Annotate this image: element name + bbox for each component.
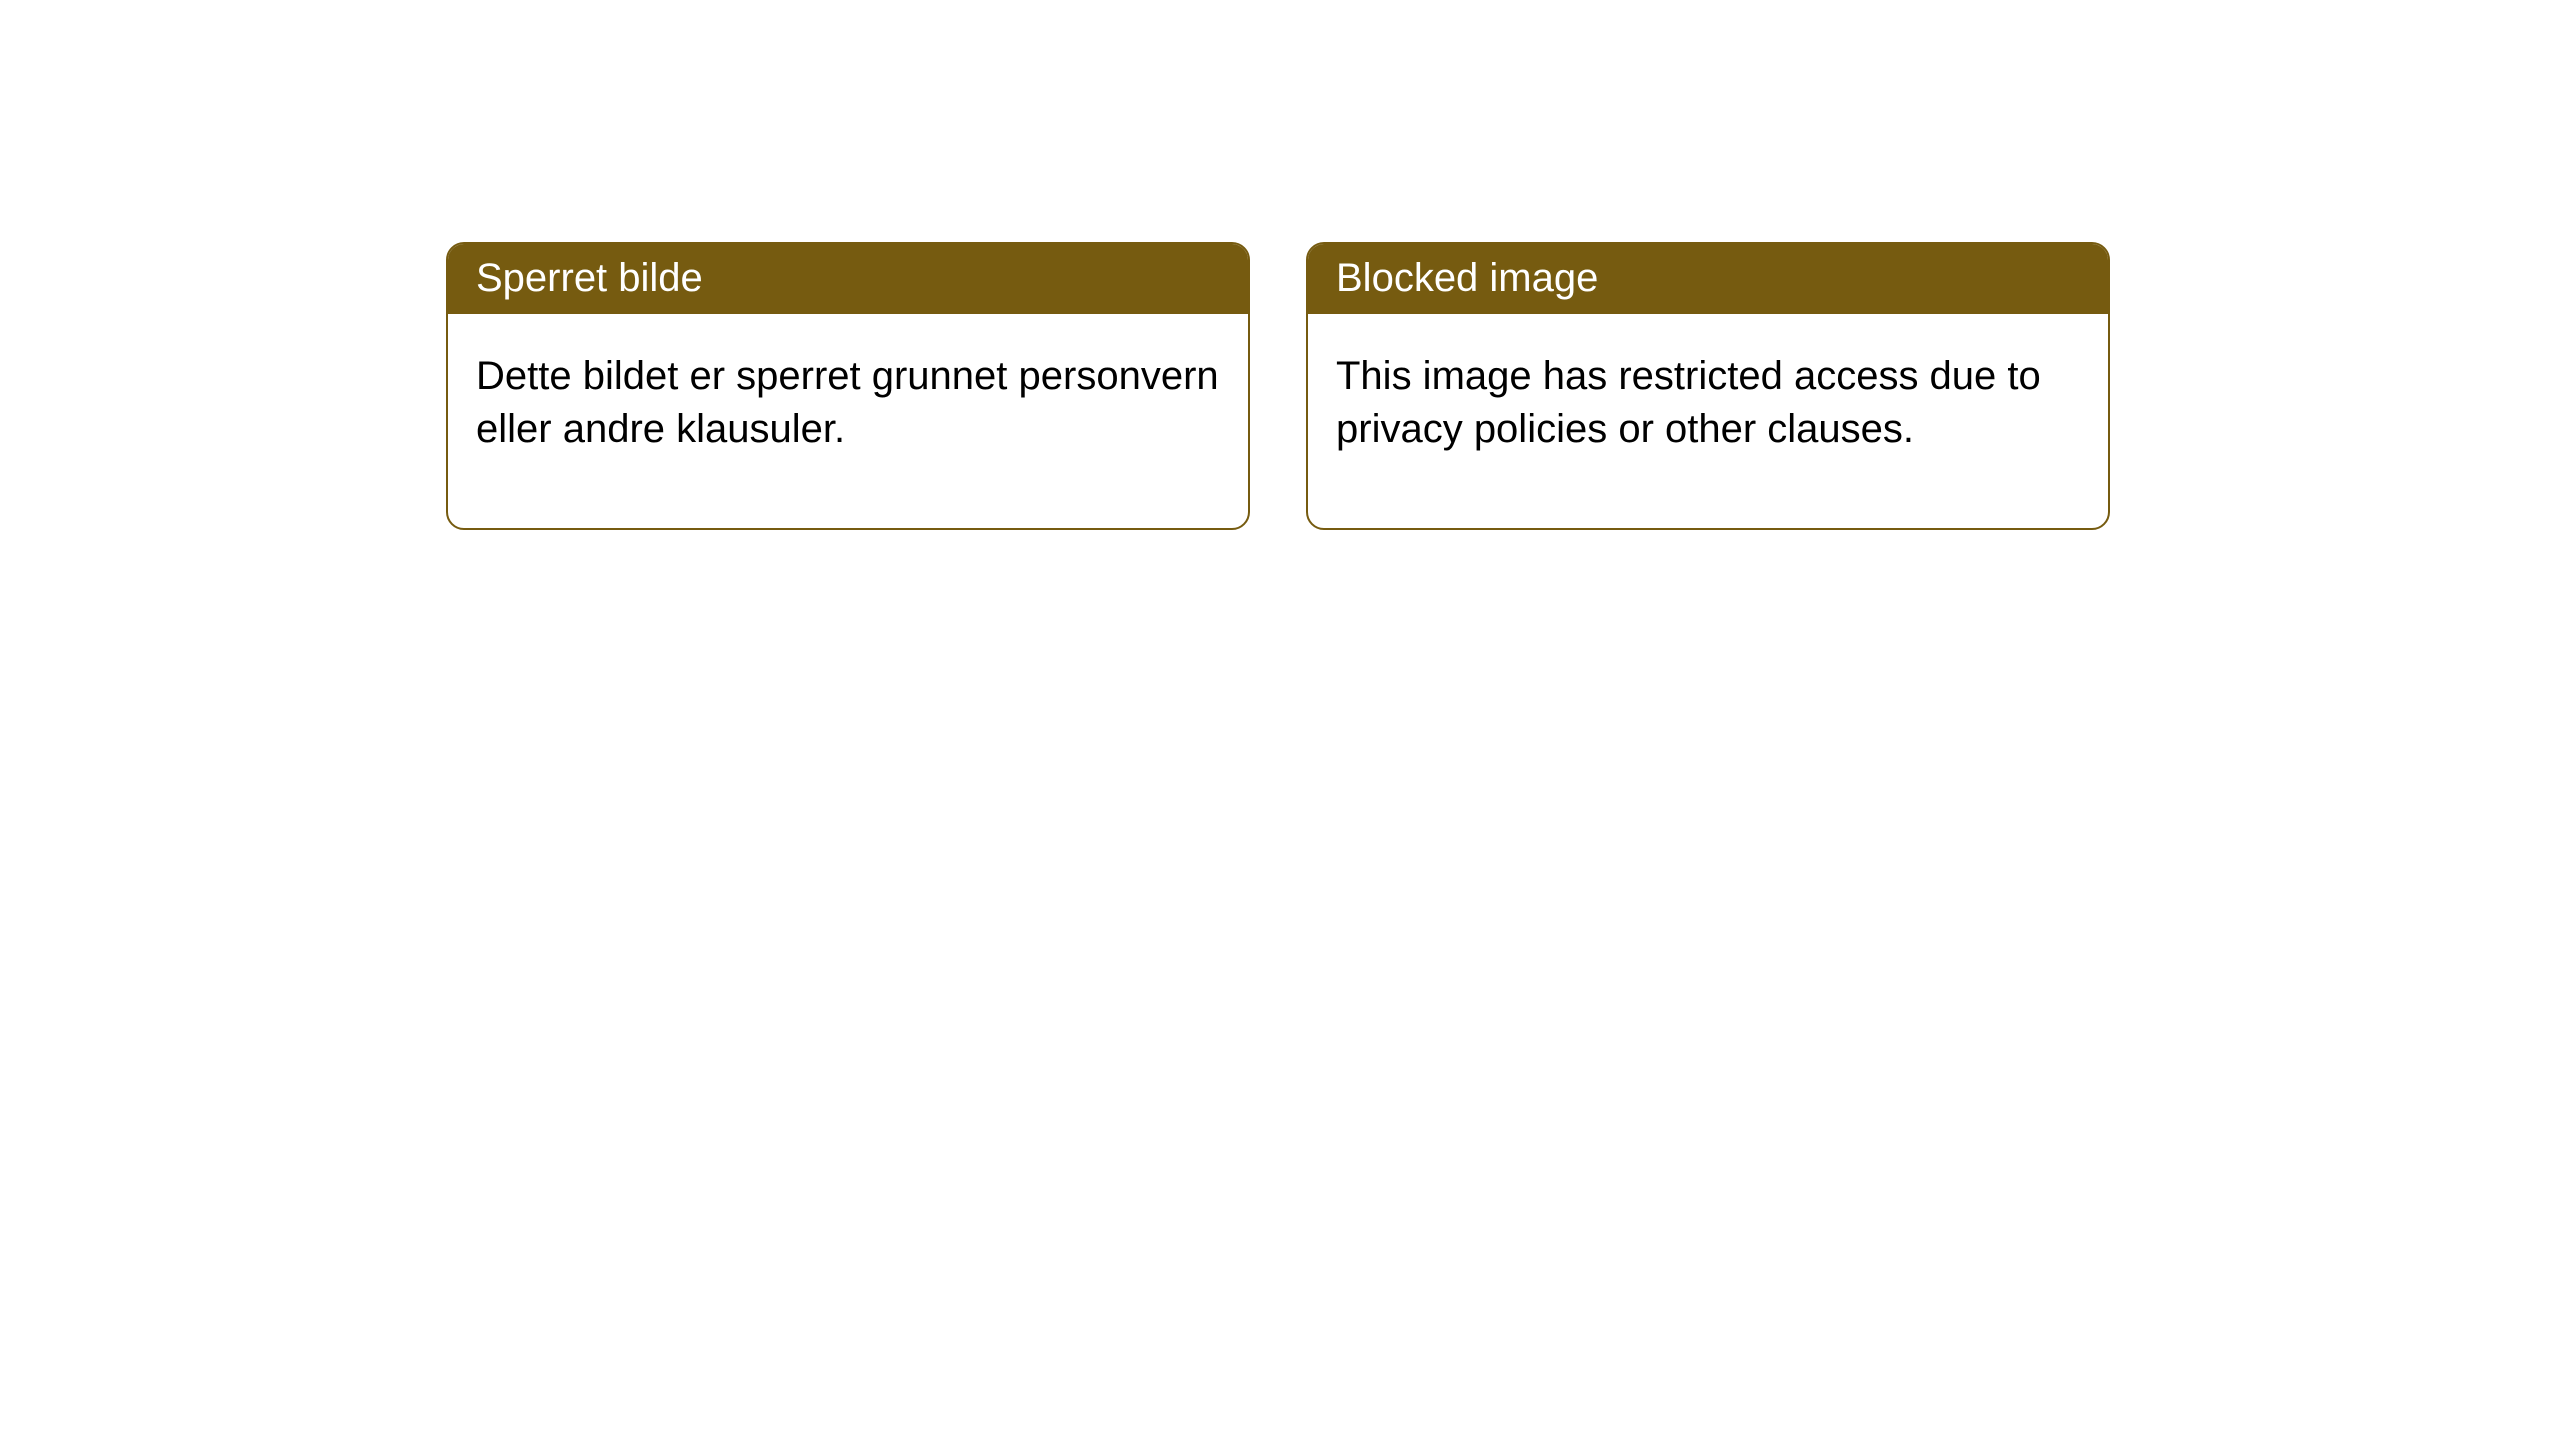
notice-box-en: Blocked image This image has restricted … [1306,242,2110,530]
notice-box-no: Sperret bilde Dette bildet er sperret gr… [446,242,1250,530]
notice-header: Blocked image [1308,244,2108,314]
notice-header: Sperret bilde [448,244,1248,314]
notice-body: This image has restricted access due to … [1308,314,2108,528]
notice-container: Sperret bilde Dette bildet er sperret gr… [0,0,2560,530]
notice-body: Dette bildet er sperret grunnet personve… [448,314,1248,528]
